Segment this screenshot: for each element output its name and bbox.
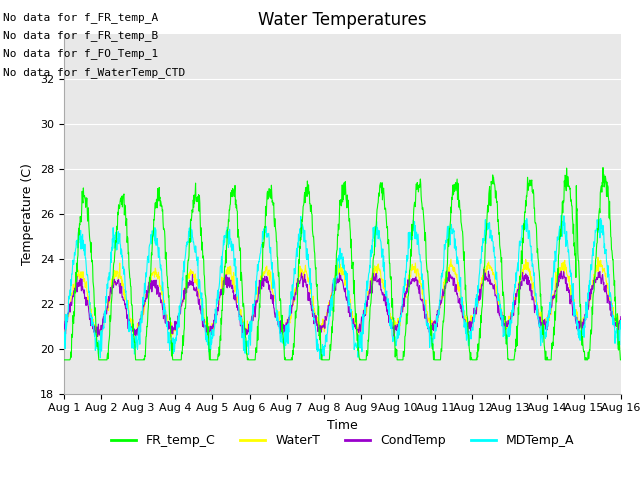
Y-axis label: Temperature (C): Temperature (C) (22, 163, 35, 264)
X-axis label: Time: Time (327, 419, 358, 432)
Text: No data for f_FR_temp_B: No data for f_FR_temp_B (3, 30, 159, 41)
Text: No data for f_FR_temp_A: No data for f_FR_temp_A (3, 12, 159, 23)
Text: No data for f_WaterTemp_CTD: No data for f_WaterTemp_CTD (3, 67, 186, 78)
Text: No data for f_FO_Temp_1: No data for f_FO_Temp_1 (3, 48, 159, 60)
Title: Water Temperatures: Water Temperatures (258, 11, 427, 29)
Legend: FR_temp_C, WaterT, CondTemp, MDTemp_A: FR_temp_C, WaterT, CondTemp, MDTemp_A (106, 429, 579, 452)
